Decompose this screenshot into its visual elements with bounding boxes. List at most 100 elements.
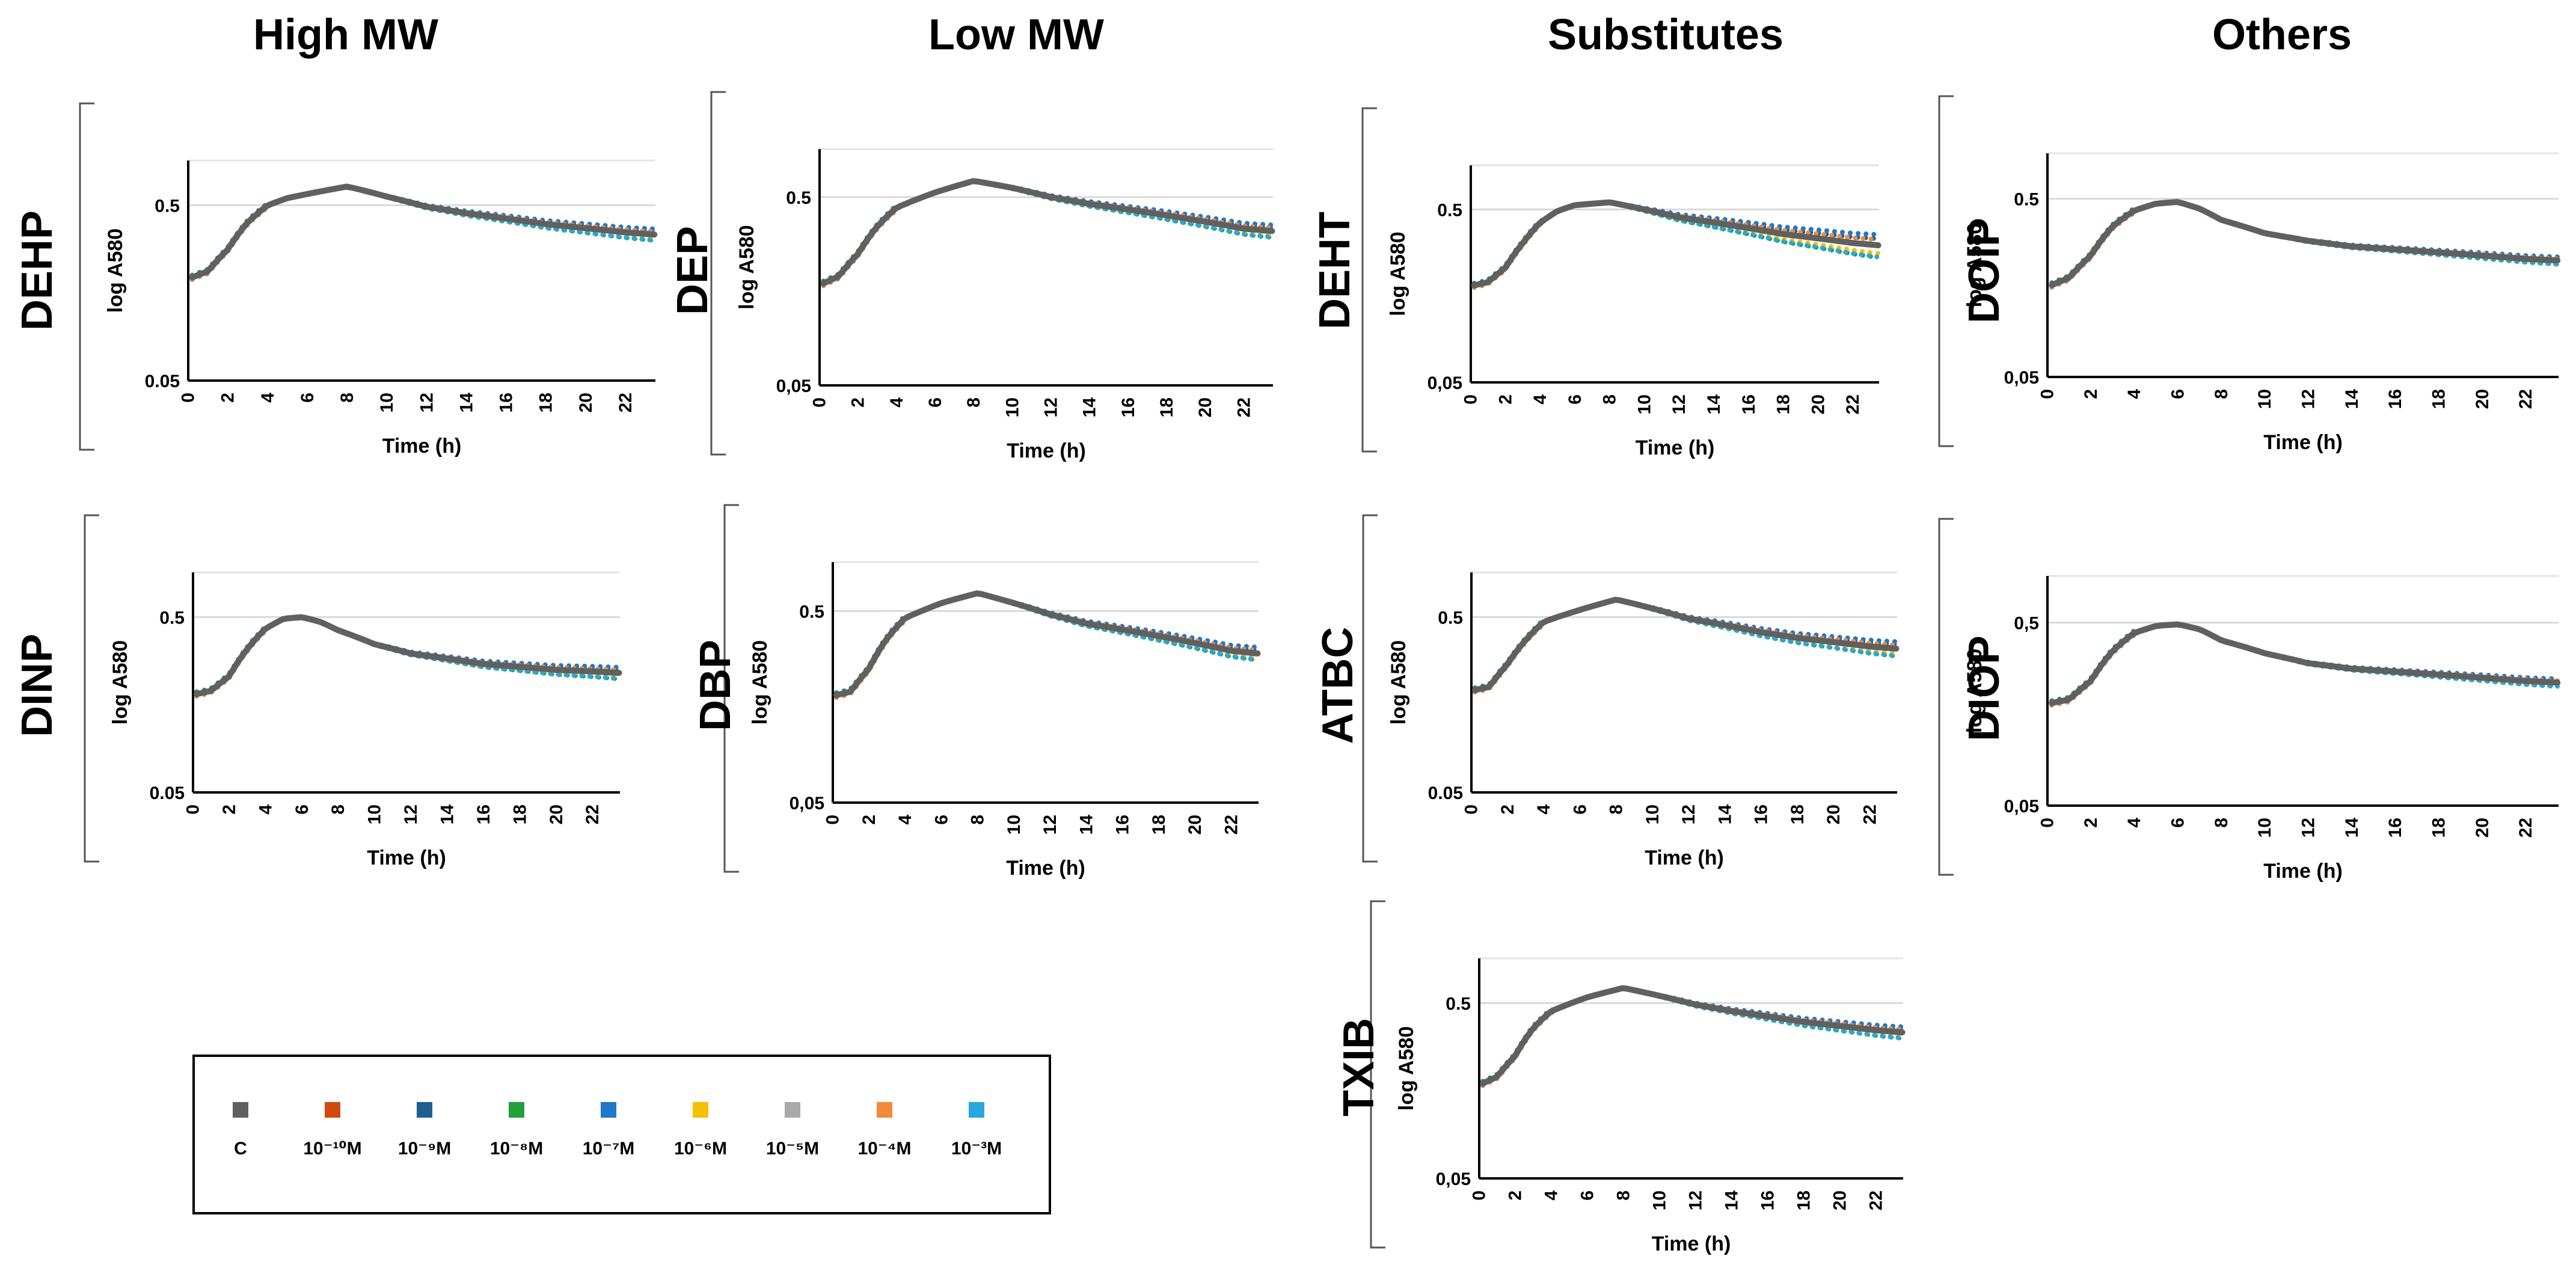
series-line-control	[820, 178, 1275, 287]
series-line-6	[194, 614, 622, 699]
panel-label-txib: TXIB	[1335, 1018, 1383, 1116]
panel-bracket	[1938, 95, 1954, 447]
y-tick-label: 0.5	[159, 608, 185, 628]
x-tick-label: 6	[2168, 389, 2188, 399]
x-tick-label: 8	[2212, 389, 2231, 399]
x-tick-label: 22	[583, 804, 603, 824]
x-tick-label: 2	[848, 397, 868, 408]
series-line-8	[189, 184, 657, 281]
x-tick-label: 22	[1866, 1190, 1886, 1210]
x-tick-label: 4	[895, 815, 915, 825]
legend: C 10⁻¹⁰M 10⁻⁹M 10⁻⁸M 10⁻⁷M 10⁻⁶M 10⁻⁵M 10⁻⁴M 10⁻…	[192, 1055, 1051, 1214]
x-tick-label: 20	[1808, 394, 1828, 414]
x-tick-label: 14	[437, 804, 457, 825]
x-tick-label: 14	[1722, 1190, 1742, 1211]
series-line-control	[1472, 596, 1900, 693]
legend-marker	[233, 1102, 248, 1118]
x-tick-label: 16	[497, 393, 517, 412]
legend-marker	[417, 1102, 432, 1118]
x-tick-label: 14	[456, 393, 476, 413]
x-tick-label: 16	[1113, 815, 1133, 834]
x-tick-label: 4	[1530, 394, 1550, 405]
panel-bracket	[723, 504, 739, 873]
x-tick-label: 16	[1758, 1190, 1778, 1210]
legend-marker	[877, 1102, 892, 1118]
series-line-control	[1471, 199, 1881, 289]
x-tick-label: 2	[2081, 389, 2101, 399]
chart-txib: 0.5 0,050 2 4 6 8 10 12 14 16 18 20 22 Time (h) log A5…	[1335, 900, 1906, 1255]
x-tick-label: 14	[1715, 804, 1735, 825]
x-tick-label: 6	[1570, 804, 1590, 815]
x-tick-label: 22	[2516, 818, 2536, 838]
y-axis-title: log A580	[1387, 231, 1409, 316]
chart-deht: 0.5 0,050 2 4 6 8 10 12 14 16 18 20 22 Time (h) log A5…	[1311, 107, 1881, 459]
legend-label: 10⁻⁸M	[490, 1139, 543, 1159]
panel-bracket	[1362, 514, 1378, 863]
x-axis-title: Time (h)	[1645, 847, 1724, 869]
x-tick-label: 8	[1607, 804, 1627, 815]
series-group	[189, 183, 658, 282]
x-tick-label: 16	[474, 804, 494, 824]
legend-marker	[325, 1102, 340, 1118]
x-tick-label: 6	[925, 397, 945, 408]
x-tick-label: 4	[256, 804, 275, 815]
x-tick-label: 16	[1118, 397, 1138, 417]
series-line-control	[1480, 985, 1906, 1087]
panel-bracket	[1370, 900, 1385, 1249]
x-tick-label: 16	[2385, 818, 2405, 838]
x-tick-label: 22	[1860, 804, 1880, 824]
legend-label: C	[234, 1139, 247, 1159]
x-tick-label: 4	[258, 393, 278, 403]
panel-label-doip: DOIP	[1960, 218, 2008, 323]
series-group	[1480, 985, 1906, 1088]
x-tick-label: 12	[1679, 804, 1699, 824]
chart-atbc: 0.5 0.050 2 4 6 8 10 12 14 16 18 20 22 Time (h) log A5…	[1314, 514, 1900, 869]
panel-bracket	[79, 102, 94, 451]
x-tick-label: 6	[931, 815, 951, 825]
x-tick-label: 10	[377, 393, 397, 412]
x-tick-label: 0	[179, 393, 198, 403]
legend-item-7: 10⁻⁴M	[857, 1102, 912, 1159]
legend-marker	[969, 1102, 984, 1118]
x-tick-label: 20	[1185, 815, 1205, 834]
legend-item-8: 10⁻³M	[951, 1102, 1002, 1159]
x-tick-label: 8	[337, 393, 357, 403]
x-tick-label: 2	[1506, 1190, 1526, 1201]
x-tick-label: 22	[1843, 394, 1863, 414]
y-tick-label: 0,05	[1428, 373, 1462, 393]
y-tick-label: 0,05	[2004, 797, 2039, 816]
x-tick-label: 20	[1830, 1190, 1850, 1210]
y-tick-label: 0.5	[155, 196, 180, 216]
x-tick-label: 16	[2385, 389, 2405, 409]
x-axis-title: Time (h)	[1636, 436, 1715, 459]
x-tick-label: 4	[2124, 818, 2144, 828]
series-line-control	[189, 183, 658, 281]
x-tick-label: 8	[964, 397, 984, 408]
x-tick-label: 8	[328, 804, 348, 815]
y-axis-title: log A580	[749, 640, 771, 724]
x-tick-label: 10	[1634, 394, 1654, 414]
legend-label: 10⁻¹⁰M	[303, 1139, 361, 1159]
x-tick-label: 4	[1534, 804, 1554, 815]
x-tick-label: 0	[810, 397, 830, 408]
x-tick-label: 8	[1614, 1190, 1634, 1201]
series-line-7	[194, 614, 622, 699]
x-tick-label: 14	[1080, 397, 1100, 418]
panel-label-dep: DEP	[669, 226, 717, 315]
y-tick-label: 0.05	[145, 372, 180, 391]
x-tick-label: 10	[1650, 1190, 1670, 1210]
x-axis-title: Time (h)	[2263, 860, 2343, 883]
x-tick-label: 12	[417, 393, 437, 412]
x-tick-label: 16	[1739, 394, 1759, 414]
x-axis-title: Time (h)	[367, 847, 446, 869]
x-tick-label: 10	[2255, 389, 2275, 409]
legend-label: 10⁻⁷M	[583, 1139, 635, 1159]
x-tick-label: 2	[1495, 394, 1515, 405]
column-title-substitutes: Substitutes	[1548, 11, 1783, 59]
x-tick-label: 8	[968, 815, 988, 825]
x-tick-label: 22	[1234, 397, 1254, 417]
x-tick-label: 0	[183, 804, 203, 815]
chart-dep: 0.5 0,050 2 4 6 8 10 12 14 16 18 20 22 Time (h) log A5…	[669, 91, 1275, 462]
